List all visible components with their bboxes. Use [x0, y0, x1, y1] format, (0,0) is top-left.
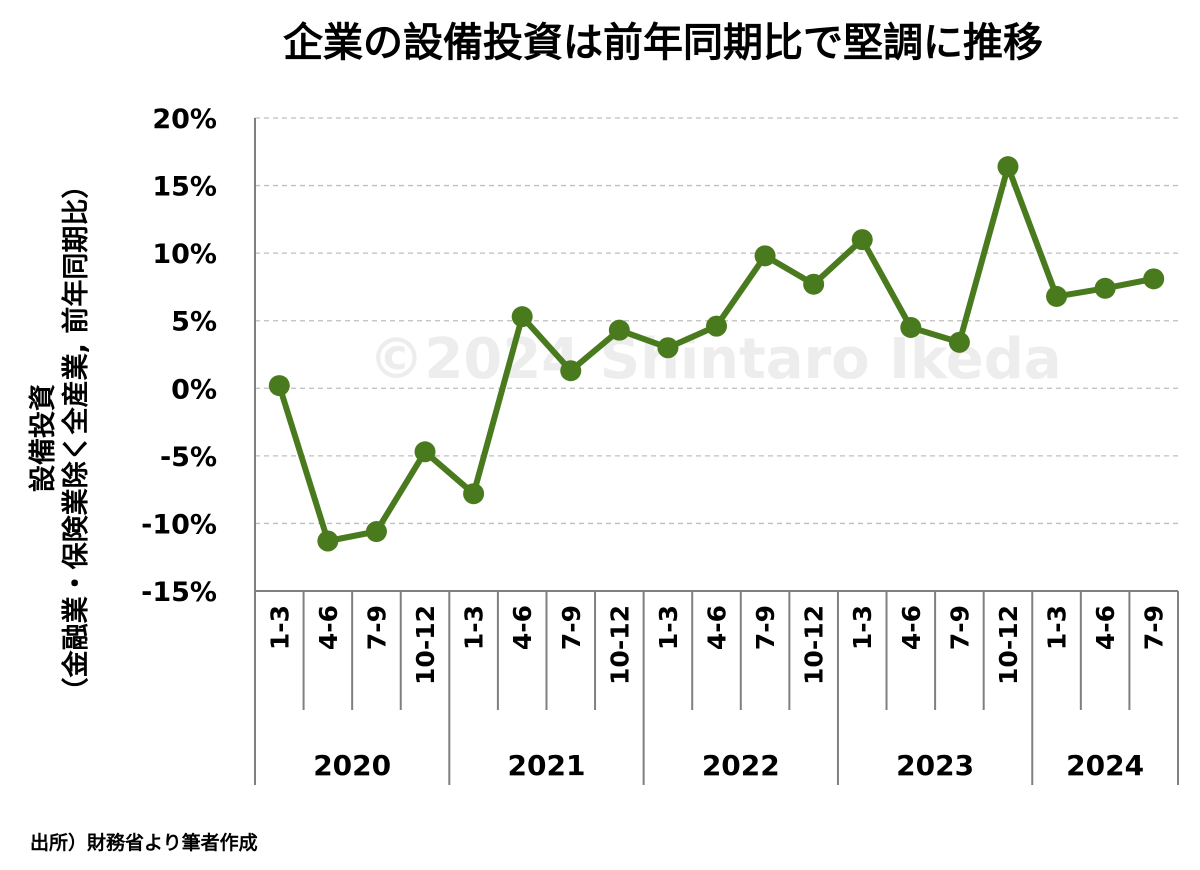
x-tick-label: 4-6 [508, 605, 537, 650]
data-point [317, 530, 339, 552]
x-tick-label: 4-6 [897, 605, 926, 650]
year-label: 2021 [508, 749, 586, 782]
data-point [365, 521, 387, 543]
axes [254, 118, 1179, 785]
data-point [414, 441, 436, 463]
data-point [1094, 277, 1116, 299]
x-tick-label: 1-3 [654, 605, 683, 650]
y-axis-ticks: 20% 15% 10% 5% 0% -5% -10% -15% [141, 104, 217, 608]
x-tick-label: 10-12 [411, 605, 440, 685]
x-tick-label: 7-9 [362, 605, 391, 650]
y-tick-label: -10% [141, 509, 217, 540]
data-point [657, 337, 679, 359]
y-tick-label: 0% [171, 374, 217, 405]
data-point [268, 375, 290, 397]
data-point [900, 316, 922, 338]
x-tick-label: 10-12 [994, 605, 1023, 685]
source-note: 出所）財務省より筆者作成 [30, 831, 258, 854]
y-tick-label: -5% [160, 442, 217, 473]
x-tick-label: 10-12 [605, 605, 634, 685]
x-tick-label: 7-9 [557, 605, 586, 650]
data-point [1046, 285, 1068, 307]
data-point [706, 315, 727, 337]
year-label: 2020 [313, 749, 391, 782]
x-tick-label: 4-6 [703, 605, 732, 650]
data-point [851, 229, 873, 251]
data-point [997, 156, 1019, 178]
data-point [463, 483, 485, 505]
x-tick-label: 1-3 [1043, 605, 1072, 650]
x-tick-label: 1-3 [265, 605, 294, 650]
data-point [511, 306, 533, 328]
x-tick-label: 1-3 [460, 605, 489, 650]
y-tick-label: -15% [141, 577, 217, 608]
x-tick-label: 4-6 [314, 605, 343, 650]
series-capex [268, 156, 1165, 552]
gridlines [255, 117, 1178, 525]
y-tick-label: 20% [152, 104, 217, 135]
y-tick-label: 15% [152, 172, 217, 203]
y-axis-label-line2: （金融業・保険業除く全産業, 前年同期比） [60, 172, 92, 705]
x-tick-label: 1-3 [848, 605, 877, 650]
x-axis-ticks: 1-3 4-6 7-9 10-12 1-3 4-6 7-9 10-12 1-3 4-6 7-9 10-… [265, 605, 1168, 782]
data-point [803, 273, 825, 295]
year-label: 2023 [896, 749, 974, 782]
x-tick-label: 10-12 [800, 605, 829, 685]
x-tick-label: 7-9 [1140, 605, 1169, 650]
data-point [754, 245, 776, 267]
data-point [608, 319, 630, 341]
x-tick-label: 7-9 [751, 605, 780, 650]
y-axis-label-line1: 設備投資 [27, 384, 59, 492]
data-point [560, 360, 582, 382]
year-label: 2024 [1066, 749, 1144, 782]
y-tick-label: 10% [152, 239, 217, 270]
data-point [948, 331, 970, 353]
year-label: 2022 [702, 749, 780, 782]
data-point [1143, 268, 1165, 290]
x-tick-label: 7-9 [945, 605, 974, 650]
y-tick-label: 5% [171, 307, 217, 338]
chart-title: 企業の設備投資は前年同期比で堅調に推移 [283, 20, 1043, 66]
x-tick-label: 4-6 [1091, 605, 1120, 650]
y-axis-label: 設備投資 （金融業・保険業除く全産業, 前年同期比） [27, 172, 92, 705]
